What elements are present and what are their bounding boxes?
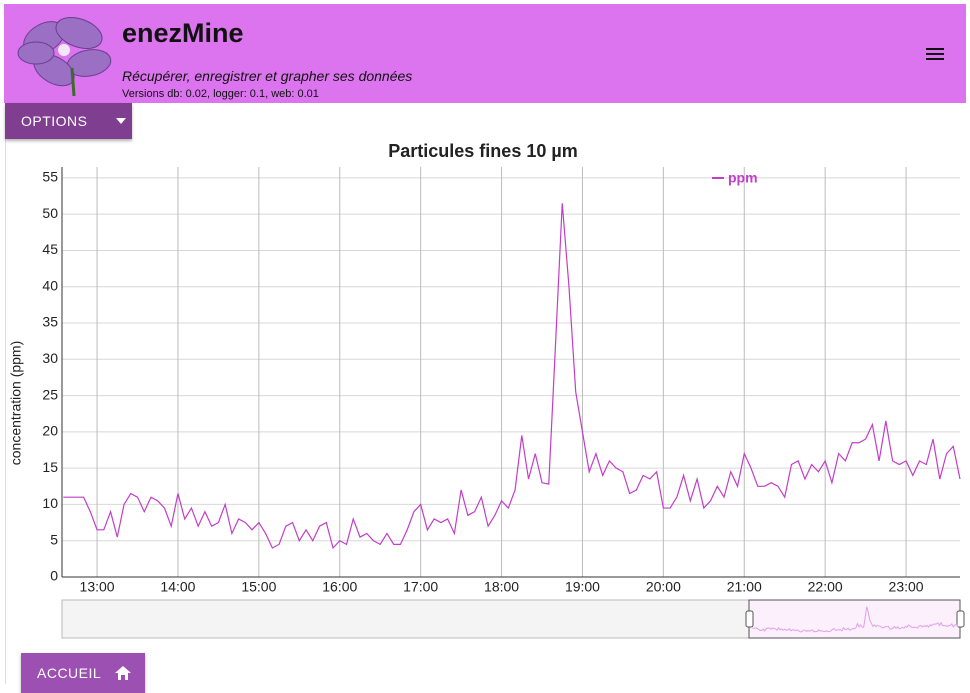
y-tick-label: 10 xyxy=(42,495,58,511)
border xyxy=(5,103,6,684)
home-icon xyxy=(115,666,132,680)
x-tick-label: 15:00 xyxy=(241,579,276,595)
x-tick-label: 23:00 xyxy=(889,579,924,595)
x-tick-label: 21:00 xyxy=(727,579,762,595)
options-button[interactable]: OPTIONS xyxy=(5,103,132,139)
y-tick-label: 50 xyxy=(42,205,58,221)
y-tick-label: 0 xyxy=(50,568,58,584)
legend-label: ppm xyxy=(728,170,758,186)
y-tick-label: 40 xyxy=(42,277,58,293)
navigator-selection[interactable] xyxy=(748,599,961,639)
x-tick-label: 19:00 xyxy=(565,579,600,595)
y-tick-label: 20 xyxy=(42,423,58,439)
y-tick-label: 25 xyxy=(42,386,58,402)
x-tick-label: 14:00 xyxy=(160,579,195,595)
home-button[interactable]: ACCUEIL xyxy=(21,653,145,693)
menu-icon[interactable] xyxy=(926,47,946,63)
chart-title: Particules fines 10 µm xyxy=(388,141,577,161)
x-tick-label: 22:00 xyxy=(808,579,843,595)
data-line xyxy=(63,203,961,550)
header: enezMine Récupérer, enregistrer et graph… xyxy=(4,4,966,103)
logo xyxy=(17,16,112,97)
x-tick-label: 20:00 xyxy=(646,579,681,595)
x-tick-label: 16:00 xyxy=(322,579,357,595)
y-tick-label: 5 xyxy=(50,531,58,547)
y-axis-label: concentration (ppm) xyxy=(8,341,24,466)
app-title: enezMine xyxy=(122,18,244,48)
y-tick-label: 45 xyxy=(42,241,58,257)
versions: Versions db: 0.02, logger: 0.1, web: 0.0… xyxy=(122,88,319,100)
x-tick-label: 13:00 xyxy=(80,579,115,595)
home-label: ACCUEIL xyxy=(37,665,102,681)
caret xyxy=(115,118,126,124)
options-label: OPTIONS xyxy=(21,113,88,129)
navigator-line xyxy=(752,606,959,633)
navigator-handle[interactable] xyxy=(956,610,965,628)
navigator-handle[interactable] xyxy=(745,610,754,628)
y-tick-label: 15 xyxy=(42,459,58,475)
y-tick-label: 55 xyxy=(42,169,58,185)
app-subtitle: Récupérer, enregistrer et grapher ses do… xyxy=(122,68,413,84)
x-tick-label: 18:00 xyxy=(484,579,519,595)
x-tick-label: 17:00 xyxy=(403,579,438,595)
y-tick-label: 35 xyxy=(42,314,58,330)
y-tick-label: 30 xyxy=(42,350,58,366)
